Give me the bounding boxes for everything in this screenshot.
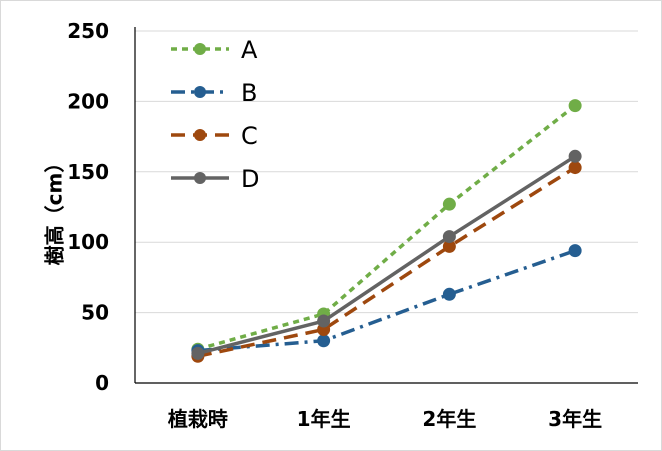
series-line-A	[197, 104, 577, 351]
legend-marker-A	[194, 43, 206, 55]
data-point-B	[442, 287, 456, 301]
legend-marker-D	[194, 172, 206, 184]
series-D	[191, 149, 582, 360]
legend-label-D: D	[241, 165, 259, 193]
y-axis-title: 樹高（cm）	[43, 153, 67, 266]
legend-item-A: A	[171, 36, 258, 64]
y-tick-label: 150	[67, 160, 109, 184]
gridlines	[135, 30, 638, 314]
data-point-D	[191, 346, 205, 360]
legend-marker-C	[194, 129, 206, 141]
y-tick-label: 200	[67, 89, 109, 113]
data-point-D	[317, 314, 331, 328]
x-tick-label: 1年生	[297, 407, 351, 431]
y-tick-label: 100	[67, 230, 109, 254]
data-point-A	[568, 99, 582, 113]
data-point-B	[317, 334, 331, 348]
legend-item-C: C	[171, 122, 258, 150]
data-point-B	[568, 244, 582, 258]
legend-marker-B	[194, 86, 206, 98]
data-point-D	[442, 230, 456, 244]
x-tick-label: 2年生	[422, 407, 476, 431]
x-tick-label: 植栽時	[168, 407, 228, 431]
series-line-B	[197, 248, 576, 353]
legend-item-D: D	[171, 165, 259, 193]
y-tick-label: 0	[95, 371, 109, 395]
data-point-A	[442, 197, 456, 211]
data-point-D	[568, 149, 582, 163]
series	[191, 99, 582, 363]
y-tick-label: 250	[67, 19, 109, 43]
legend-label-A: A	[241, 36, 258, 64]
axes: 0 50 100 150 200 250 植栽時 1年生 2年生 3年生	[67, 19, 638, 431]
data-point-C	[568, 161, 582, 175]
series-line-C	[197, 166, 577, 358]
y-tick-label: 50	[81, 301, 109, 325]
legend-label-B: B	[241, 79, 257, 107]
legend-label-C: C	[241, 122, 258, 150]
series-line-D	[197, 154, 577, 356]
legend-item-B: B	[171, 79, 257, 107]
x-tick-label: 3年生	[548, 407, 602, 431]
